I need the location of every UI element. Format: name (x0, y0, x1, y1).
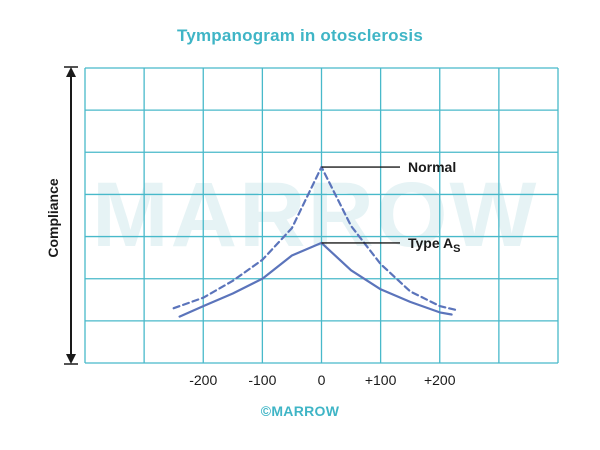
x-tick-label: -200 (189, 372, 217, 388)
arrow-down-icon (66, 354, 76, 364)
type-as-label: Type AS (408, 235, 460, 255)
x-tick-label: +100 (365, 372, 397, 388)
y-axis (64, 66, 78, 365)
x-tick-label: -100 (248, 372, 276, 388)
arrow-up-icon (66, 67, 76, 77)
x-tick-label: +200 (424, 372, 456, 388)
credit-text: ©MARROW (260, 403, 340, 419)
x-tick-label: 0 (318, 372, 326, 388)
x-tick-labels: -200 -100 0 +100 +200 (189, 372, 455, 388)
y-axis-label: Compliance (45, 178, 61, 258)
chart-title: Tympanogram in otosclerosis (177, 26, 423, 45)
normal-label: Normal (408, 159, 456, 175)
watermark: MARROW (92, 164, 538, 266)
grid (84, 67, 559, 364)
annotations: Normal Type AS (321, 159, 460, 255)
